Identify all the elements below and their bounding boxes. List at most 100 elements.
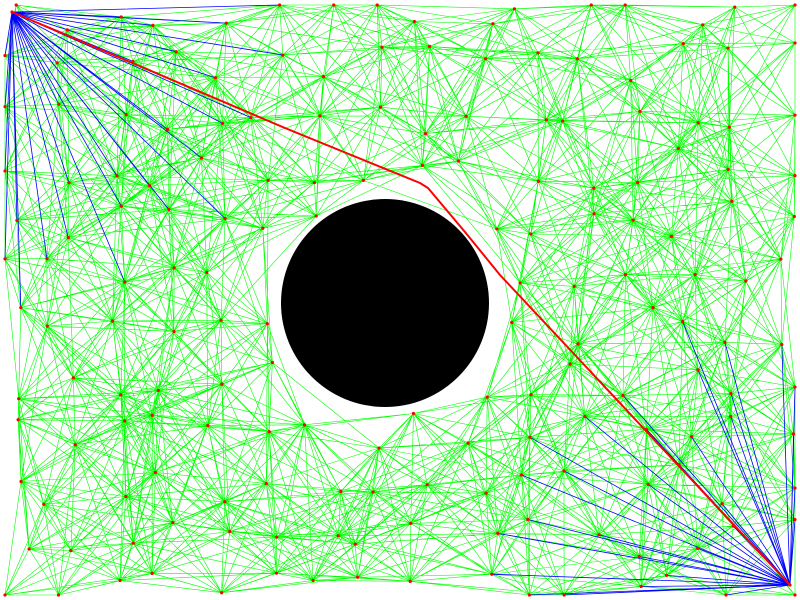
node xyxy=(174,50,178,54)
node xyxy=(42,502,46,506)
node xyxy=(639,584,643,589)
node xyxy=(220,382,224,386)
node xyxy=(779,257,783,261)
node xyxy=(3,53,7,58)
node xyxy=(631,218,635,222)
node xyxy=(731,524,735,528)
node xyxy=(544,118,548,122)
node xyxy=(336,534,340,538)
node xyxy=(536,51,540,55)
node xyxy=(377,446,381,450)
node xyxy=(568,362,572,366)
node xyxy=(156,388,160,393)
node xyxy=(224,21,228,25)
node xyxy=(793,593,797,597)
node xyxy=(744,279,748,283)
node xyxy=(361,178,365,182)
node xyxy=(150,413,154,417)
node xyxy=(375,3,379,7)
node xyxy=(277,3,282,7)
node xyxy=(45,324,49,328)
node xyxy=(495,227,499,231)
node xyxy=(411,411,416,416)
node xyxy=(729,391,733,396)
node xyxy=(420,163,424,167)
node xyxy=(529,392,533,397)
node xyxy=(119,204,123,208)
node xyxy=(646,482,650,486)
node xyxy=(793,3,797,7)
node xyxy=(318,114,322,118)
node xyxy=(681,42,685,46)
node xyxy=(664,573,669,578)
node xyxy=(118,578,122,583)
node xyxy=(131,59,135,64)
node xyxy=(572,284,576,288)
node xyxy=(69,548,73,553)
node xyxy=(729,414,733,419)
node xyxy=(281,53,285,57)
node xyxy=(589,3,593,7)
node xyxy=(696,368,700,372)
node xyxy=(274,571,279,575)
node xyxy=(597,533,601,537)
node xyxy=(638,109,642,114)
node xyxy=(623,273,628,277)
node xyxy=(788,583,792,587)
node xyxy=(3,593,7,597)
node xyxy=(147,183,152,188)
node xyxy=(270,360,274,365)
node xyxy=(213,76,218,80)
node xyxy=(490,572,494,576)
node xyxy=(484,491,488,495)
node xyxy=(696,121,700,125)
node xyxy=(119,393,123,397)
node xyxy=(19,305,23,310)
node xyxy=(423,132,428,136)
node xyxy=(205,270,209,275)
node xyxy=(66,236,70,240)
node xyxy=(57,102,61,106)
node xyxy=(264,481,268,486)
node xyxy=(793,113,797,117)
node xyxy=(425,483,429,487)
node xyxy=(14,3,18,7)
node xyxy=(220,121,225,126)
node xyxy=(510,320,514,325)
node xyxy=(150,571,154,576)
node xyxy=(153,470,157,475)
node xyxy=(27,547,31,551)
node xyxy=(123,280,127,284)
node xyxy=(456,159,460,163)
node xyxy=(249,116,253,120)
node xyxy=(485,395,489,399)
node xyxy=(730,199,734,203)
node xyxy=(339,489,343,494)
node xyxy=(261,226,265,230)
node xyxy=(275,535,279,539)
node xyxy=(629,78,633,83)
node xyxy=(55,61,59,65)
node xyxy=(727,125,731,129)
node xyxy=(636,180,640,185)
node xyxy=(3,105,7,109)
node xyxy=(56,593,61,597)
node xyxy=(17,397,21,401)
node xyxy=(10,10,14,14)
node xyxy=(621,393,625,398)
node xyxy=(165,127,170,131)
node xyxy=(529,232,533,236)
node xyxy=(151,23,155,27)
node xyxy=(409,521,413,526)
solution-path xyxy=(11,11,791,586)
node xyxy=(793,517,797,522)
node xyxy=(792,214,796,219)
node xyxy=(171,521,175,525)
node xyxy=(724,593,728,597)
node xyxy=(119,15,123,19)
roadmap-nodes xyxy=(3,3,797,597)
node xyxy=(67,181,71,185)
node xyxy=(3,257,7,261)
node xyxy=(312,181,316,185)
